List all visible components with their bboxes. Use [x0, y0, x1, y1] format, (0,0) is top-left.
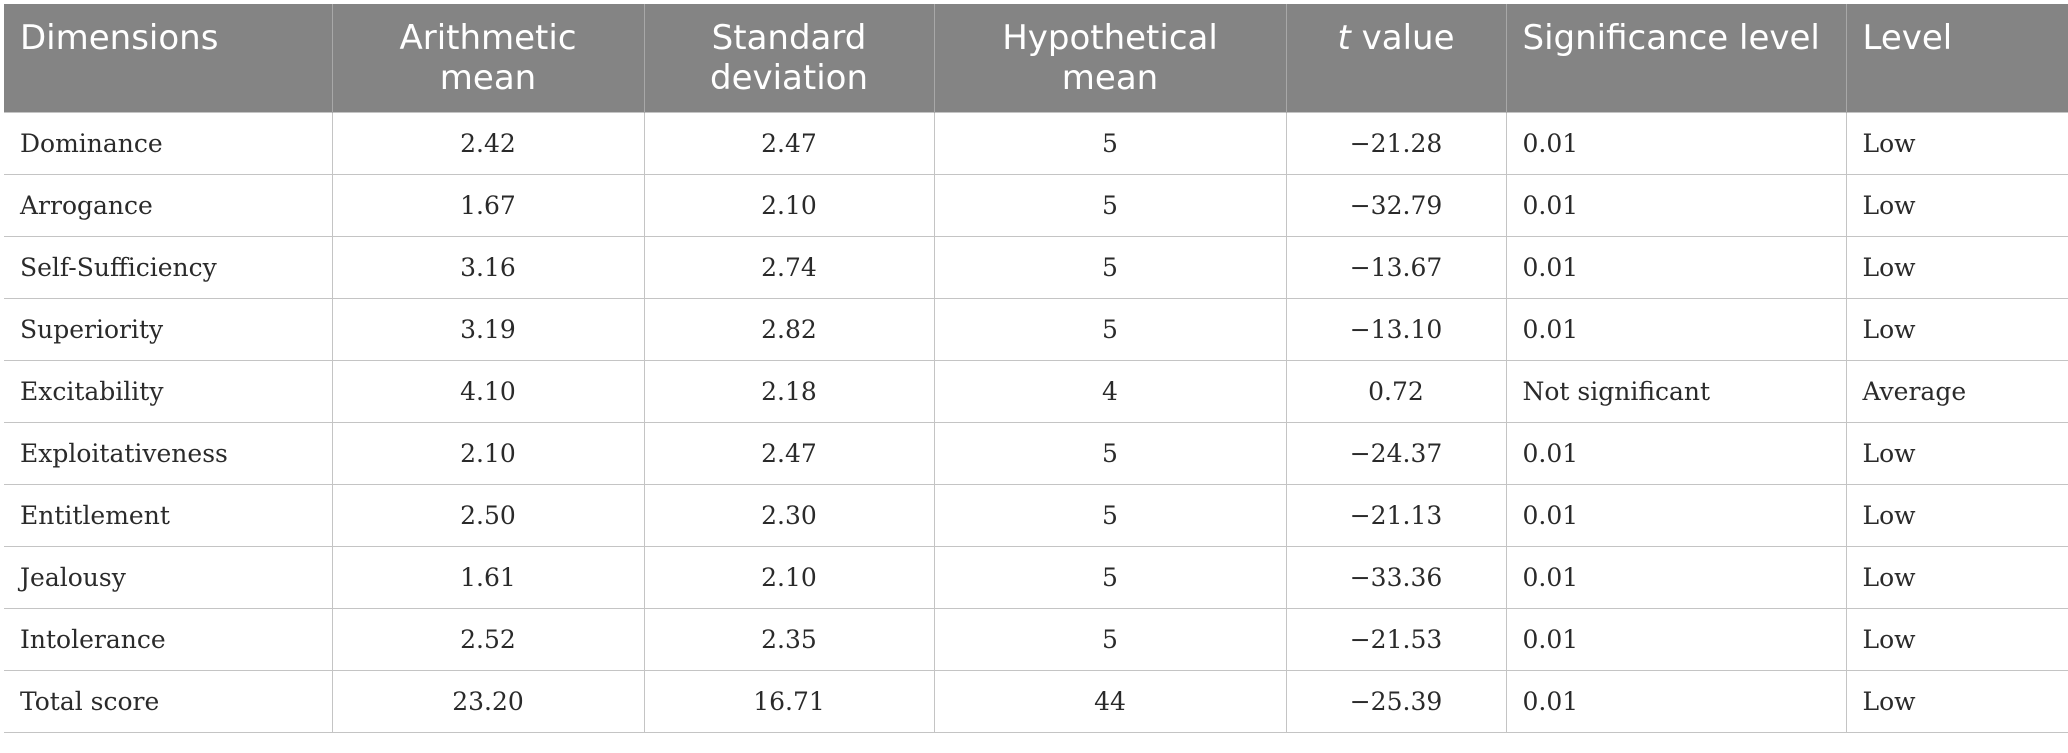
arithmetic-mean-cell: 2.50 [331, 483, 645, 547]
hypothetical-mean-cell: 5 [933, 111, 1287, 175]
column-header-significance-level: Significance level [1506, 4, 1847, 112]
hypothetical-mean-cell: 44 [933, 669, 1287, 733]
hypothetical-mean-cell: 5 [933, 421, 1287, 485]
arithmetic-mean-cell: 4.10 [331, 359, 645, 423]
significance-level-cell: 0.01 [1505, 669, 1847, 733]
arithmetic-mean-cell: 2.42 [331, 111, 645, 175]
standard-deviation-cell: 16.71 [643, 669, 935, 733]
t-value-label: value [1350, 18, 1455, 58]
table-row: Dominance 2.42 2.47 5 −21.28 0.01 Low [4, 111, 2068, 175]
column-header-dimensions: Dimensions [4, 4, 333, 112]
level-cell: Low [1845, 111, 2068, 175]
column-header-hypothetical-mean: Hypothetical mean [934, 4, 1287, 112]
level-cell: Average [1845, 359, 2068, 423]
t-value-cell: −13.10 [1285, 297, 1507, 361]
t-value-cell: −32.79 [1285, 173, 1507, 237]
level-cell: Low [1845, 483, 2068, 547]
standard-deviation-cell: 2.47 [643, 421, 935, 485]
arithmetic-mean-cell: 2.52 [331, 607, 645, 671]
arithmetic-mean-cell: 1.67 [331, 173, 645, 237]
dimension-cell: Exploitativeness [4, 421, 333, 485]
standard-deviation-cell: 2.82 [643, 297, 935, 361]
significance-level-cell: 0.01 [1505, 173, 1847, 237]
level-cell: Low [1845, 545, 2068, 609]
header-row: Dimensions Arithmetic mean Standard devi… [4, 4, 2068, 112]
table-row: Superiority 3.19 2.82 5 −13.10 0.01 Low [4, 297, 2068, 361]
column-header-t-value: t value [1286, 4, 1507, 112]
hypothetical-mean-cell: 5 [933, 297, 1287, 361]
dimension-cell: Self-Sufficiency [4, 235, 333, 299]
standard-deviation-cell: 2.18 [643, 359, 935, 423]
hypothetical-mean-cell: 5 [933, 173, 1287, 237]
dimension-cell: Jealousy [4, 545, 333, 609]
level-cell: Low [1845, 235, 2068, 299]
table-row: Exploitativeness 2.10 2.47 5 −24.37 0.01 Low [4, 421, 2068, 485]
standard-deviation-cell: 2.10 [643, 545, 935, 609]
t-symbol: t [1337, 18, 1351, 58]
arithmetic-mean-cell: 1.61 [331, 545, 645, 609]
t-value-cell: 0.72 [1285, 359, 1507, 423]
t-value-cell: −13.67 [1285, 235, 1507, 299]
table-row: Self-Sufficiency 3.16 2.74 5 −13.67 0.01 Low [4, 235, 2068, 299]
level-cell: Low [1845, 421, 2068, 485]
significance-level-cell: Not significant [1505, 359, 1847, 423]
statistics-table: Dimensions Arithmetic mean Standard devi… [4, 4, 2068, 733]
arithmetic-mean-cell: 3.19 [331, 297, 645, 361]
table-row: Arrogance 1.67 2.10 5 −32.79 0.01 Low [4, 173, 2068, 237]
significance-level-cell: 0.01 [1505, 297, 1847, 361]
significance-level-cell: 0.01 [1505, 545, 1847, 609]
arithmetic-mean-cell: 2.10 [331, 421, 645, 485]
significance-level-cell: 0.01 [1505, 235, 1847, 299]
level-cell: Low [1845, 607, 2068, 671]
t-value-cell: −21.28 [1285, 111, 1507, 175]
dimension-cell: Intolerance [4, 607, 333, 671]
significance-level-cell: 0.01 [1505, 483, 1847, 547]
t-value-cell: −24.37 [1285, 421, 1507, 485]
dimension-cell: Superiority [4, 297, 333, 361]
dimension-cell: Dominance [4, 111, 333, 175]
t-value-cell: −33.36 [1285, 545, 1507, 609]
hypothetical-mean-cell: 5 [933, 607, 1287, 671]
standard-deviation-cell: 2.47 [643, 111, 935, 175]
table-body: Dominance 2.42 2.47 5 −21.28 0.01 Low Arrogance… [4, 111, 2068, 733]
arithmetic-mean-cell: 3.16 [331, 235, 645, 299]
t-value-cell: −21.53 [1285, 607, 1507, 671]
table-row: Total score 23.20 16.71 44 −25.39 0.01 Low [4, 669, 2068, 733]
significance-level-cell: 0.01 [1505, 111, 1847, 175]
standard-deviation-cell: 2.35 [643, 607, 935, 671]
standard-deviation-cell: 2.74 [643, 235, 935, 299]
standard-deviation-cell: 2.10 [643, 173, 935, 237]
dimension-cell: Arrogance [4, 173, 333, 237]
t-value-cell: −21.13 [1285, 483, 1507, 547]
hypothetical-mean-cell: 4 [933, 359, 1287, 423]
hypothetical-mean-cell: 5 [933, 545, 1287, 609]
dimension-cell: Excitability [4, 359, 333, 423]
significance-level-cell: 0.01 [1505, 607, 1847, 671]
level-cell: Low [1845, 173, 2068, 237]
table-row: Jealousy 1.61 2.10 5 −33.36 0.01 Low [4, 545, 2068, 609]
level-cell: Low [1845, 297, 2068, 361]
column-header-standard-deviation: Standard deviation [644, 4, 935, 112]
table-row: Entitlement 2.50 2.30 5 −21.13 0.01 Low [4, 483, 2068, 547]
table-row: Excitability 4.10 2.18 4 0.72 Not significant… [4, 359, 2068, 423]
hypothetical-mean-cell: 5 [933, 235, 1287, 299]
hypothetical-mean-cell: 5 [933, 483, 1287, 547]
dimension-cell: Entitlement [4, 483, 333, 547]
table-row: Intolerance 2.52 2.35 5 −21.53 0.01 Low [4, 607, 2068, 671]
significance-level-cell: 0.01 [1505, 421, 1847, 485]
t-value-cell: −25.39 [1285, 669, 1507, 733]
dimension-cell: Total score [4, 669, 333, 733]
arithmetic-mean-cell: 23.20 [331, 669, 645, 733]
column-header-level: Level [1846, 4, 2068, 112]
level-cell: Low [1845, 669, 2068, 733]
column-header-arithmetic-mean: Arithmetic mean [332, 4, 645, 112]
standard-deviation-cell: 2.30 [643, 483, 935, 547]
